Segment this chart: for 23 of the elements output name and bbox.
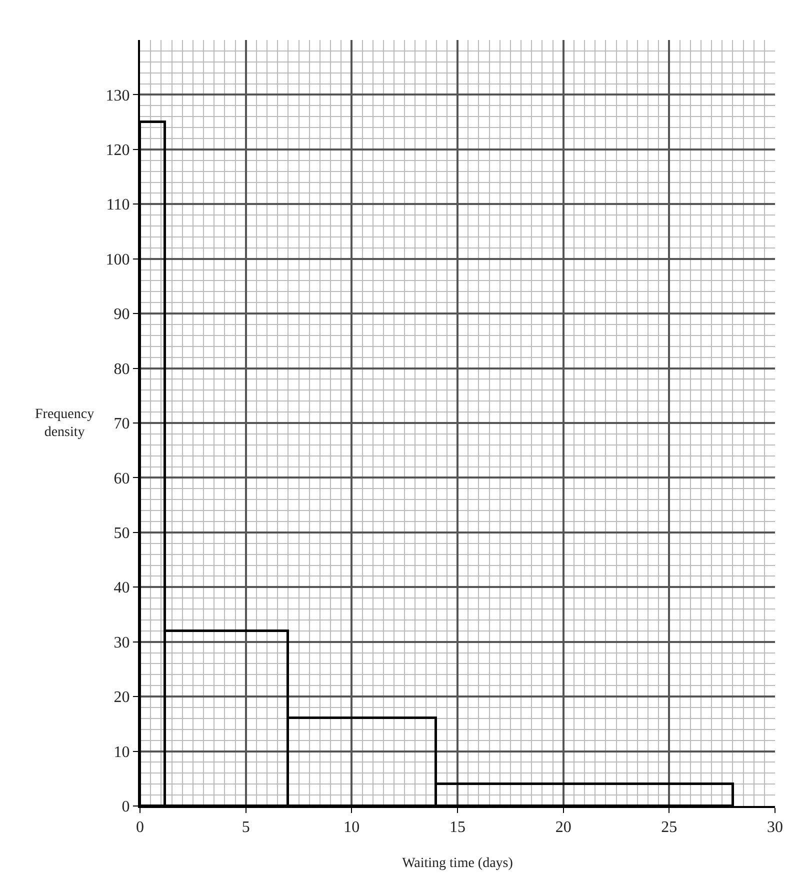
y-tick-label: 20 (114, 689, 130, 706)
x-tick-label: 0 (136, 819, 144, 836)
x-tick-label: 10 (344, 819, 360, 836)
y-tick-label: 80 (114, 360, 130, 378)
x-axis-title: Waiting time (days) (402, 856, 514, 871)
y-tick-label: 40 (114, 580, 130, 597)
y-tick-label: 120 (106, 142, 130, 160)
y-tick-label: 30 (114, 634, 130, 652)
y-tick-label: 90 (114, 306, 130, 324)
y-tick-label: 130 (106, 87, 130, 104)
x-tick-label: 5 (242, 819, 250, 836)
y-tick-label: 50 (114, 525, 130, 542)
y-tick-label: 100 (106, 251, 130, 268)
y-tick-label: 110 (106, 196, 130, 214)
x-tick-label: 15 (450, 819, 466, 836)
y-tick-label: 70 (114, 416, 130, 433)
y-axis-title: Frequency density (35, 407, 94, 440)
x-tick-label: 30 (767, 819, 783, 836)
y-tick-label: 60 (114, 470, 130, 488)
y-tick-label: 10 (114, 744, 130, 761)
x-tick-label: 25 (661, 819, 678, 836)
x-tick-label: 20 (555, 819, 572, 836)
y-tick-label: 0 (122, 798, 130, 816)
